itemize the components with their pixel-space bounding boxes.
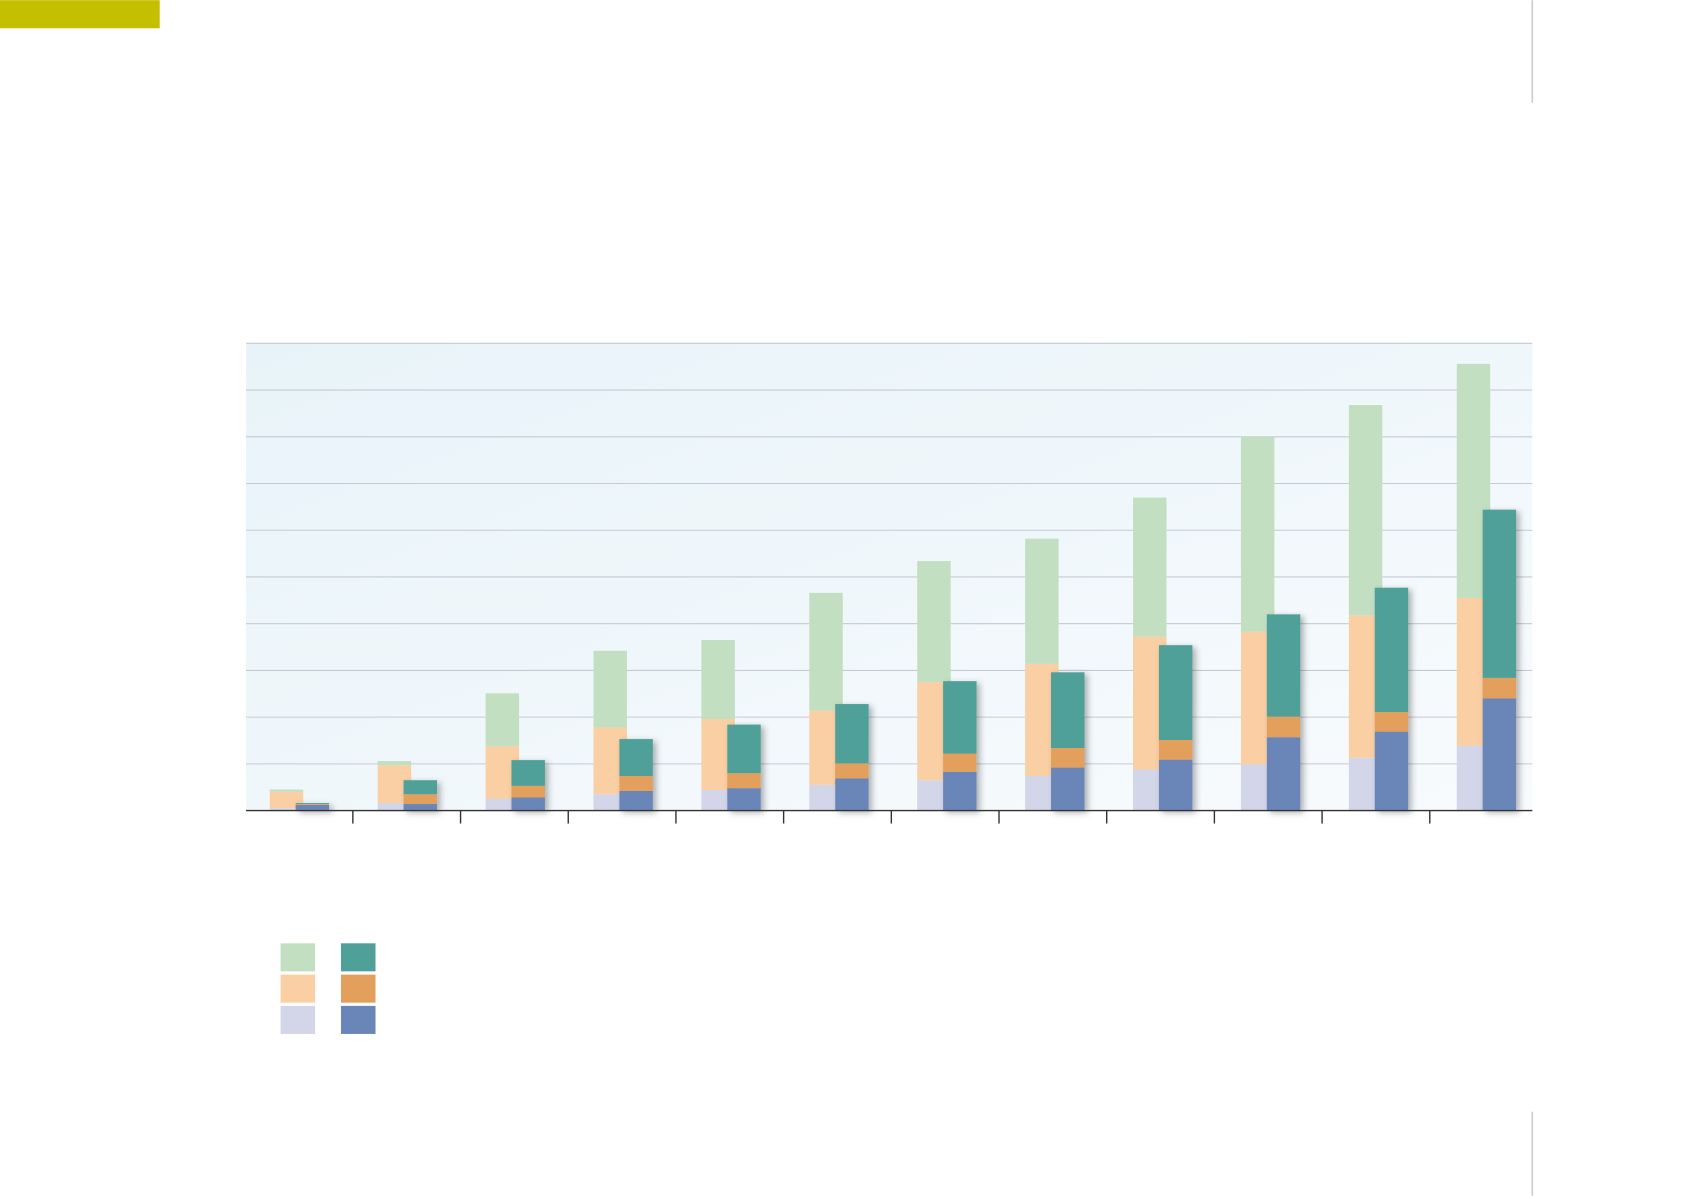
bar-segment — [403, 794, 438, 805]
bar-segment — [1374, 587, 1409, 712]
bar-segment — [1158, 740, 1193, 760]
bar-segment — [727, 773, 761, 789]
bar-segment — [593, 650, 627, 728]
bar-segment — [403, 780, 438, 795]
bar-segment — [377, 761, 412, 766]
bar-segment — [619, 776, 653, 791]
bar-segment — [1482, 698, 1517, 811]
bar-segment — [835, 778, 869, 811]
bar-segment — [1025, 538, 1059, 664]
bar-segment — [1051, 672, 1085, 748]
bar-segment — [485, 693, 520, 747]
bar-segment — [1266, 716, 1301, 738]
bar-segment — [1374, 711, 1409, 732]
bar-segment — [485, 798, 520, 811]
bar-segment — [511, 785, 545, 798]
bar-segment — [1133, 497, 1167, 637]
bar-segment — [377, 803, 412, 811]
bar-segment — [1051, 747, 1085, 768]
bar-segment — [1266, 737, 1301, 811]
header-tab — [0, 0, 160, 29]
legend-swatch — [280, 943, 316, 972]
bars — [269, 363, 1517, 811]
bar-segment — [403, 804, 438, 811]
legend-swatch — [340, 943, 376, 972]
bar-segment — [1348, 405, 1383, 616]
bar-segment — [511, 760, 545, 786]
bar-segment — [619, 739, 653, 777]
bar-segment — [295, 804, 330, 805]
bar-segment — [701, 640, 735, 719]
bar-segment — [269, 791, 304, 809]
bar-segment — [943, 753, 977, 772]
legend-swatch — [280, 1005, 316, 1034]
bar-segment — [943, 681, 977, 754]
bar-segment — [1158, 759, 1193, 811]
bar-segment — [269, 789, 304, 792]
legend-swatch — [340, 1005, 376, 1034]
bar-segment — [593, 794, 627, 811]
legend-swatch — [280, 974, 316, 1003]
legend-swatch — [340, 974, 376, 1003]
bar-segment — [835, 704, 869, 764]
legend — [280, 943, 376, 1034]
bar-segment — [295, 803, 330, 805]
bar-segment — [1266, 614, 1301, 717]
bar-segment — [269, 808, 304, 811]
bar-segment — [619, 790, 653, 811]
bar-segment — [917, 561, 951, 683]
bar-segment — [1240, 436, 1275, 632]
bar-stack-group — [295, 509, 1517, 811]
bar-segment — [701, 790, 735, 811]
bar-segment — [809, 592, 843, 711]
bar-segment — [295, 804, 330, 811]
bar-segment — [1482, 677, 1517, 699]
bar-segment — [727, 788, 761, 811]
bar-segment — [1051, 767, 1085, 811]
bar-segment — [1158, 645, 1193, 741]
x-axis — [246, 809, 1533, 824]
bar-segment — [943, 771, 977, 811]
bar-segment — [1374, 731, 1409, 811]
bar-segment — [727, 724, 761, 774]
bar-segment — [1482, 509, 1517, 678]
bar-segment — [511, 797, 545, 811]
bar-segment — [835, 763, 869, 779]
